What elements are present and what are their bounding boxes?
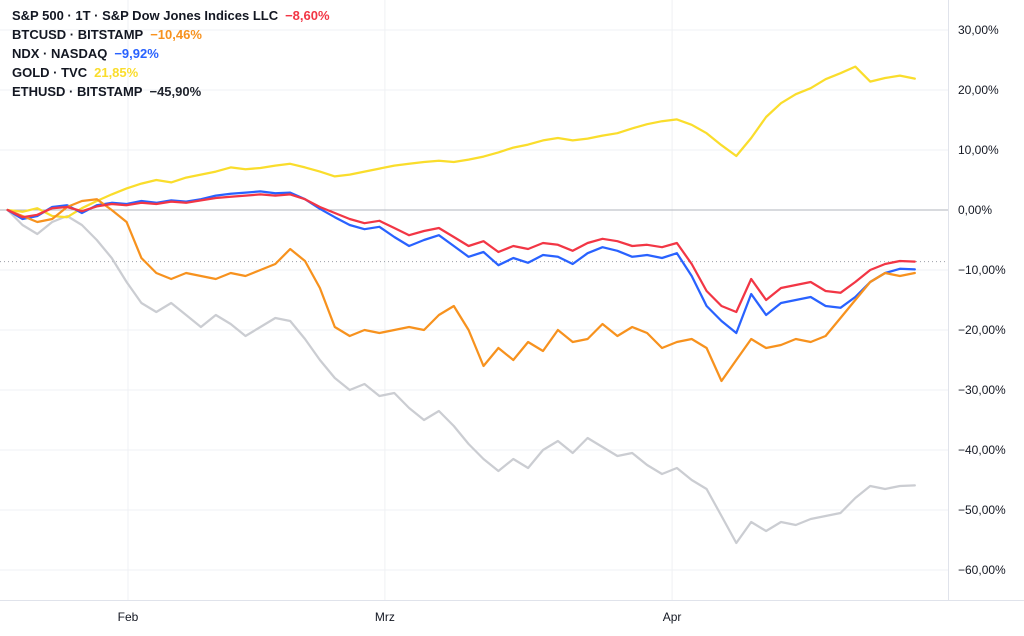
series-line-ethusd bbox=[6, 208, 916, 545]
legend-change-value: −8,60% bbox=[285, 8, 330, 23]
price-axis-label: 20,00% bbox=[958, 83, 999, 97]
legend-row-spx[interactable]: S&P 500 · 1T · S&P Dow Jones Indices LLC… bbox=[12, 6, 330, 25]
price-axis-label: −60,00% bbox=[958, 563, 1006, 577]
series-line-spx bbox=[6, 193, 916, 314]
series-line-ndx bbox=[6, 190, 916, 335]
price-axis[interactable]: 30,00% 20,00% 10,00% 0,00% −10,00% −20,00% −30… bbox=[948, 0, 1024, 600]
price-axis-label: −20,00% bbox=[958, 323, 1006, 337]
legend-row-ethusd[interactable]: ETHUSD · BITSTAMP −45,90% bbox=[12, 82, 330, 101]
legend-symbol-label[interactable]: ETHUSD · BITSTAMP bbox=[12, 84, 143, 99]
chart-pane[interactable] bbox=[0, 0, 948, 600]
legend-symbol-label[interactable]: GOLD · TVC bbox=[12, 65, 88, 80]
legend-change-value: 21,85% bbox=[94, 65, 139, 80]
time-axis-label: Apr bbox=[662, 610, 682, 624]
legend-row-gold[interactable]: GOLD · TVC 21,85% bbox=[12, 63, 330, 82]
legend-change-value: −45,90% bbox=[149, 84, 202, 99]
price-axis-label: 30,00% bbox=[958, 23, 999, 37]
legend-change-value: −10,46% bbox=[150, 27, 202, 42]
price-axis-label: −40,00% bbox=[958, 443, 1006, 457]
legend-row-btcusd[interactable]: BTCUSD · BITSTAMP −10,46% bbox=[12, 25, 330, 44]
legend-change-value: −9,92% bbox=[114, 46, 159, 61]
price-axis-label: −10,00% bbox=[958, 263, 1006, 277]
legend-symbol-label[interactable]: S&P 500 · 1T · S&P Dow Jones Indices LLC bbox=[12, 8, 279, 23]
price-axis-label: −30,00% bbox=[958, 383, 1006, 397]
time-axis-label: Feb bbox=[117, 610, 139, 624]
price-axis-label: 10,00% bbox=[958, 143, 999, 157]
time-axis-label: Mrz bbox=[374, 610, 395, 624]
price-axis-label: 0,00% bbox=[958, 203, 993, 217]
time-axis[interactable]: Feb Mrz Apr bbox=[0, 600, 1024, 636]
legend-symbol-label[interactable]: BTCUSD · BITSTAMP bbox=[12, 27, 144, 42]
price-axis-label: −50,00% bbox=[958, 503, 1006, 517]
series-line-btcusd bbox=[6, 198, 916, 383]
series-line-gold bbox=[6, 65, 916, 219]
legend-row-ndx[interactable]: NDX · NASDAQ −9,92% bbox=[12, 44, 330, 63]
legend: S&P 500 · 1T · S&P Dow Jones Indices LLC… bbox=[12, 6, 330, 101]
legend-symbol-label[interactable]: NDX · NASDAQ bbox=[12, 46, 108, 61]
